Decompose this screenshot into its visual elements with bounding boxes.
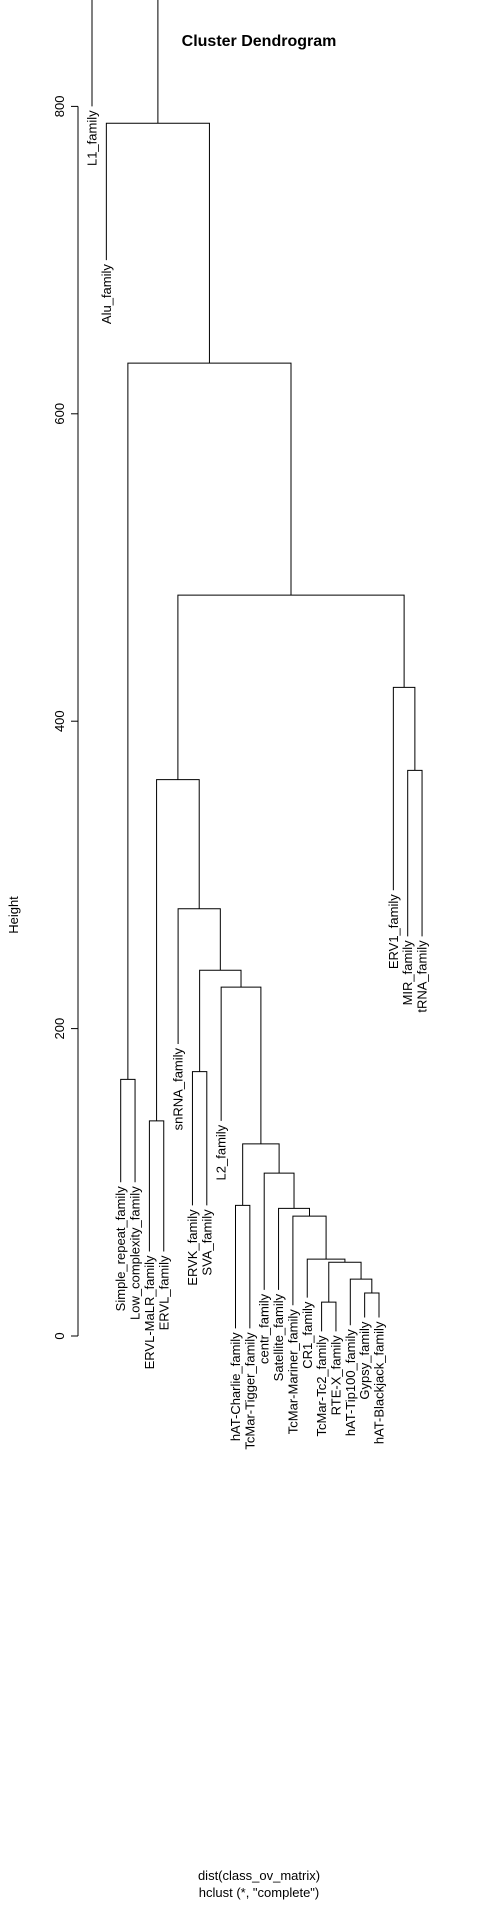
dendrogram-branch [105,122,210,364]
leaf-label: hAT-Blackjack_family [372,1321,387,1444]
y-tick-label: 0 [52,1332,67,1339]
leaf-label: Satellite_family [271,1293,286,1381]
leaf-label: centr_family [257,1293,272,1364]
dendrogram-branch [328,1261,362,1303]
dendrogram-branch [349,1278,373,1326]
dendrogram-branch [148,1120,165,1252]
leaf-label: ERVK_family [185,1209,200,1286]
leaf-label: CR1_family [300,1301,315,1369]
dendrogram-branch [235,1204,251,1329]
dendrogram-branch [278,1207,310,1290]
leaf-label: L1_family [85,110,100,166]
y-tick-label: 200 [52,1018,67,1040]
dendrogram-branch [392,686,416,891]
leaf-label: Low_complexity_family [128,1186,143,1320]
dendrogram-branch [191,1071,208,1206]
y-axis-label: Height [6,896,21,934]
leaf-label: L2_family [214,1124,229,1180]
leaf-label: ERVL_family [156,1255,171,1330]
y-tick-label: 800 [52,96,67,118]
dendrogram-branch [91,0,159,124]
x-axis-label: dist(class_ov_matrix) [198,1868,320,1883]
leaf-label: Alu_family [99,264,114,324]
dendrogram-branch [306,1258,346,1298]
leaf-label: ERVL-MaLR_family [142,1255,157,1369]
leaf-label: tRNA_family [415,940,430,1013]
leaf-label: SVA_family [199,1209,214,1276]
leaf-label: MIR_family [400,940,415,1006]
dendrogram-branch [220,986,262,1144]
leaf-label: RTE-X_family [328,1335,343,1415]
chart-title: Cluster Dendrogram [182,33,337,50]
leaf-label: hAT-Tip100_family [343,1329,358,1436]
leaf-label: TcMar-Mariner_family [285,1309,300,1434]
dendrogram-branch [407,769,423,937]
dendrogram-branch [263,1172,295,1290]
leaf-label: ERV1_family [386,894,401,969]
leaf-label: hAT-Charlie_family [228,1332,243,1441]
dendrogram-branch [364,1292,380,1318]
y-tick-label: 400 [52,710,67,732]
method-subtitle: hclust (*, "complete") [199,1885,320,1900]
leaf-label: snRNA_family [171,1047,186,1130]
y-axis: 0 200 400 600 800 [52,96,79,1340]
dendrogram-branch [127,362,292,1080]
dendrogram-branch [242,1143,280,1206]
dendrogram-branch [199,969,242,1072]
leaf-label: TcMar-Tigger_family [242,1332,257,1450]
dendrogram-branch [120,1078,136,1183]
y-tick-label: 600 [52,403,67,425]
leaf-label: Simple_repeat_family [113,1186,128,1312]
dendrogram-branch [292,1215,327,1306]
leaf-label: Gypsy_family [357,1321,372,1400]
dendrogram-branch [321,1301,337,1332]
dendrogram-branch [177,594,405,780]
dendrogram-branches [91,0,423,1332]
leaf-label: TcMar-Tc2_family [314,1335,329,1437]
